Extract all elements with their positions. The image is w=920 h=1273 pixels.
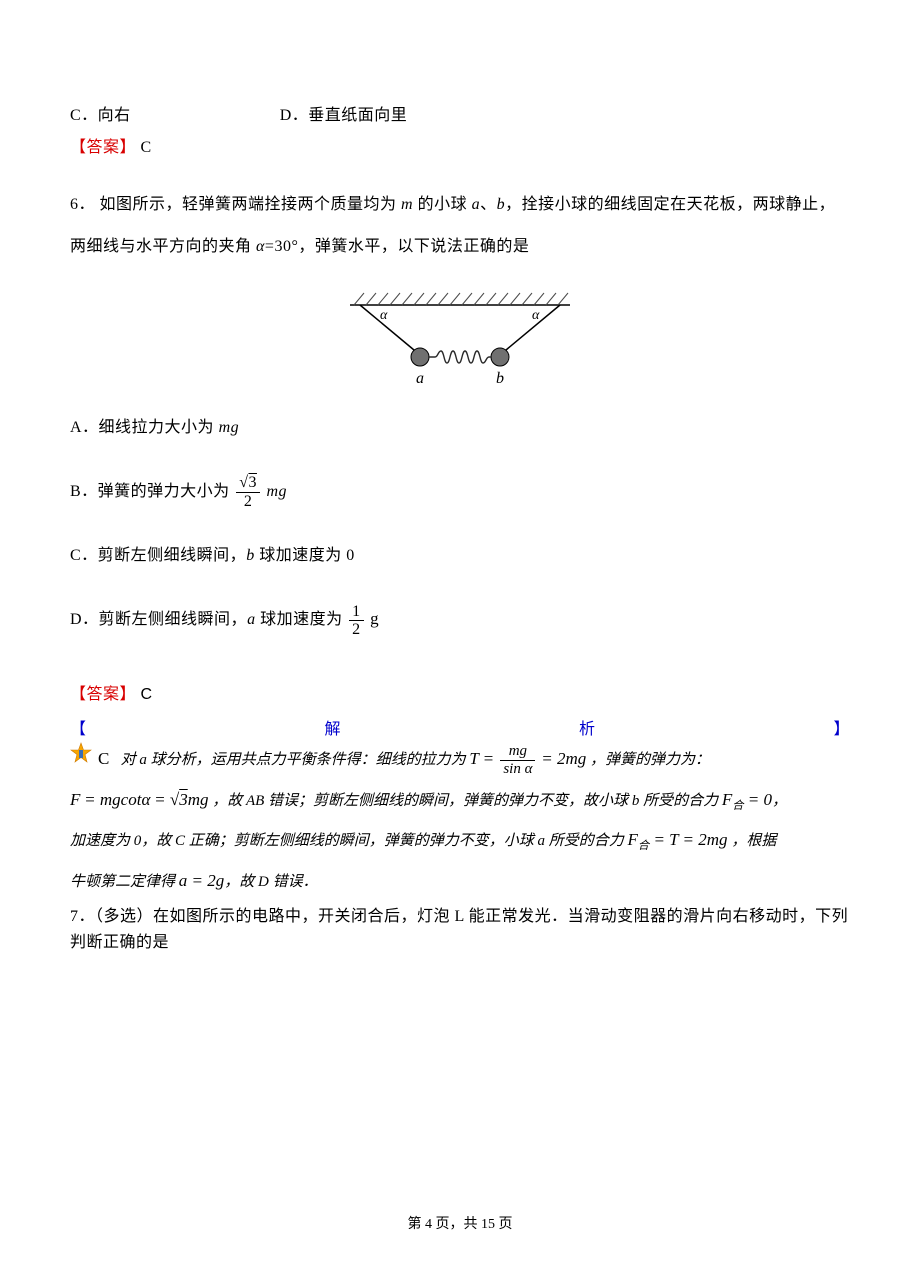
exp-eq1-num: mg xyxy=(500,743,535,761)
q6-optC-pre: C．剪断左侧细线瞬间， xyxy=(70,547,246,564)
q6-stem-4: =30°，弹簧水平，以下说法正确的是 xyxy=(265,238,529,255)
sqrt3: √3 xyxy=(239,474,257,491)
q6-explain-body: C 对 a 球分析，运用共点力平衡条件得：细线的拉力为 T = mg sin α… xyxy=(70,739,850,902)
exp-l3b: 所受的合力 xyxy=(545,833,628,849)
q6-stem-2: 的小球 xyxy=(413,196,472,213)
answer-label: 【答案】 xyxy=(70,686,136,703)
footer-cur: 4 xyxy=(425,1217,432,1232)
ball-b-label: b xyxy=(496,370,504,387)
q6-option-c: C．剪断左侧细线瞬间，b 球加速度为 0 xyxy=(70,540,850,572)
spring-diagram-svg: α α a b xyxy=(330,285,590,395)
q6-optD-pre: D．剪断左侧细线瞬间， xyxy=(70,611,247,628)
q5-option-d: D．垂直纸面向里 xyxy=(280,107,408,124)
q6-option-d: D．剪断左侧细线瞬间，a 球加速度为 1 2 g xyxy=(70,602,850,638)
q7-stem: 7．（多选）在如图所示的电路中，开关闭合后，灯泡 L 能正常发光．当滑动变阻器的… xyxy=(70,904,850,955)
exp-l4a: 牛顿第二定律得 xyxy=(70,874,179,890)
ball-a-label: a xyxy=(416,370,424,387)
explain-title-1: 解 xyxy=(324,715,341,739)
q6-optD-num: 1 xyxy=(349,603,364,622)
exp-l2b: 所受的合力 xyxy=(639,793,722,809)
exp-eq1-den: sin α xyxy=(500,761,535,778)
exp-l1a: 对 xyxy=(121,752,140,768)
exp-sum-sub-1: 合 xyxy=(732,800,743,812)
exp-2mg: 2mg xyxy=(557,749,586,768)
exp-cot: mgcotα xyxy=(100,790,151,809)
q7-stem-text: 7．（多选）在如图所示的电路中，开关闭合后，灯泡 L 能正常发光．当滑动变阻器的… xyxy=(70,908,848,951)
q5-option-c: C．向右 xyxy=(70,107,131,124)
exp-l2c: ， xyxy=(772,793,787,809)
q6-explain-header: 【 解 析 】 xyxy=(70,715,850,739)
exp-a2g: a = 2g xyxy=(179,871,224,890)
exp-C: C xyxy=(98,749,109,768)
exp-a-1: a xyxy=(139,752,147,768)
star-icon xyxy=(70,742,92,778)
q6-comma: 、 xyxy=(480,196,497,213)
q6-stem-1: 6． 如图所示，轻弹簧两端拴接两个质量均为 xyxy=(70,196,401,213)
q6-optB-mg: mg xyxy=(266,483,287,500)
footer-post: 页 xyxy=(495,1217,513,1232)
alpha-right: α xyxy=(532,308,540,323)
exp-eq0: = 0 xyxy=(743,790,771,809)
q6-b: b xyxy=(497,196,506,213)
explain-title-2: 析 xyxy=(579,715,596,739)
q5-answer-value: C xyxy=(141,139,152,156)
exp-T: T xyxy=(469,749,478,768)
exp-Fsum2: F xyxy=(628,830,638,849)
q6-option-b: B．弹簧的弹力大小为 √3 2 mg xyxy=(70,474,850,510)
q6-m: m xyxy=(401,196,413,213)
exp-l3a: 加速度为 0，故 C 正确；剪断左侧细线的瞬间，弹簧的弹力不变，小球 xyxy=(70,833,538,849)
q6-optB-den: 2 xyxy=(236,493,260,511)
q6-optD-frac: 1 2 xyxy=(349,603,364,639)
exp-FsumT: = T = 2mg xyxy=(649,830,727,849)
q6-diagram: α α a b xyxy=(70,285,850,400)
exp-a-2: a xyxy=(538,833,546,849)
q6-optA-mg: mg xyxy=(219,419,240,436)
exp-F: F xyxy=(70,790,80,809)
exp-l3c: ，根据 xyxy=(731,833,776,849)
q6-optA-pre: A．细线拉力大小为 xyxy=(70,419,219,436)
q6-optD-mid: 球加速度为 xyxy=(256,611,343,628)
exp-l1c: ，弹簧的弹力为： xyxy=(590,752,710,768)
footer-pre: 第 xyxy=(408,1217,426,1232)
exp-Fsum0: F xyxy=(722,790,732,809)
page-footer: 第 4 页，共 15 页 xyxy=(0,1213,920,1233)
q6-optD-a: a xyxy=(247,611,256,628)
exp-l1b: 球分析，运用共点力平衡条件得：细线的拉力为 xyxy=(147,752,470,768)
page: C．向右 D．垂直纸面向里 【答案】 C 6． 如图所示，轻弹簧两端拴接两个质量… xyxy=(0,0,920,1273)
q6-optC-post: 球加速度为 0 xyxy=(255,547,355,564)
q6-answer-value: C xyxy=(141,686,153,703)
explain-open: 【 xyxy=(70,715,87,739)
exp-l4b: ，故 D 错误． xyxy=(224,874,317,890)
q6-optB-pre: B．弹簧的弹力大小为 xyxy=(70,483,230,500)
q6-stem: 6． 如图所示，轻弹簧两端拴接两个质量均为 m 的小球 a、b，拴接小球的细线固… xyxy=(70,184,850,267)
exp-frac-1: mg sin α xyxy=(500,743,535,777)
q6-optC-b: b xyxy=(246,547,255,564)
q5-answer: 【答案】 C xyxy=(70,132,850,164)
explain-close: 】 xyxy=(833,715,850,739)
q5-options-row: C．向右 D．垂直纸面向里 xyxy=(70,100,850,132)
footer-total: 15 xyxy=(481,1217,495,1232)
answer-label: 【答案】 xyxy=(70,139,136,156)
alpha-left: α xyxy=(380,308,388,323)
q6-alpha: α xyxy=(256,238,265,255)
exp-l2a: ，故 AB 错误；剪断左侧细线的瞬间，弹簧的弹力不变，故小球 xyxy=(212,793,632,809)
q6-optD-g: g xyxy=(370,609,379,628)
footer-mid: 页，共 xyxy=(432,1217,481,1232)
q6-optB-frac: √3 2 xyxy=(236,474,260,510)
exp-sqrt3mg: √3mg xyxy=(170,790,209,809)
q6-answer: 【答案】 C xyxy=(70,679,850,711)
q6-a: a xyxy=(472,196,481,213)
q6-option-a: A．细线拉力大小为 mg xyxy=(70,412,850,444)
q6-optD-den: 2 xyxy=(349,621,364,639)
exp-sum-sub-2: 合 xyxy=(638,840,649,852)
